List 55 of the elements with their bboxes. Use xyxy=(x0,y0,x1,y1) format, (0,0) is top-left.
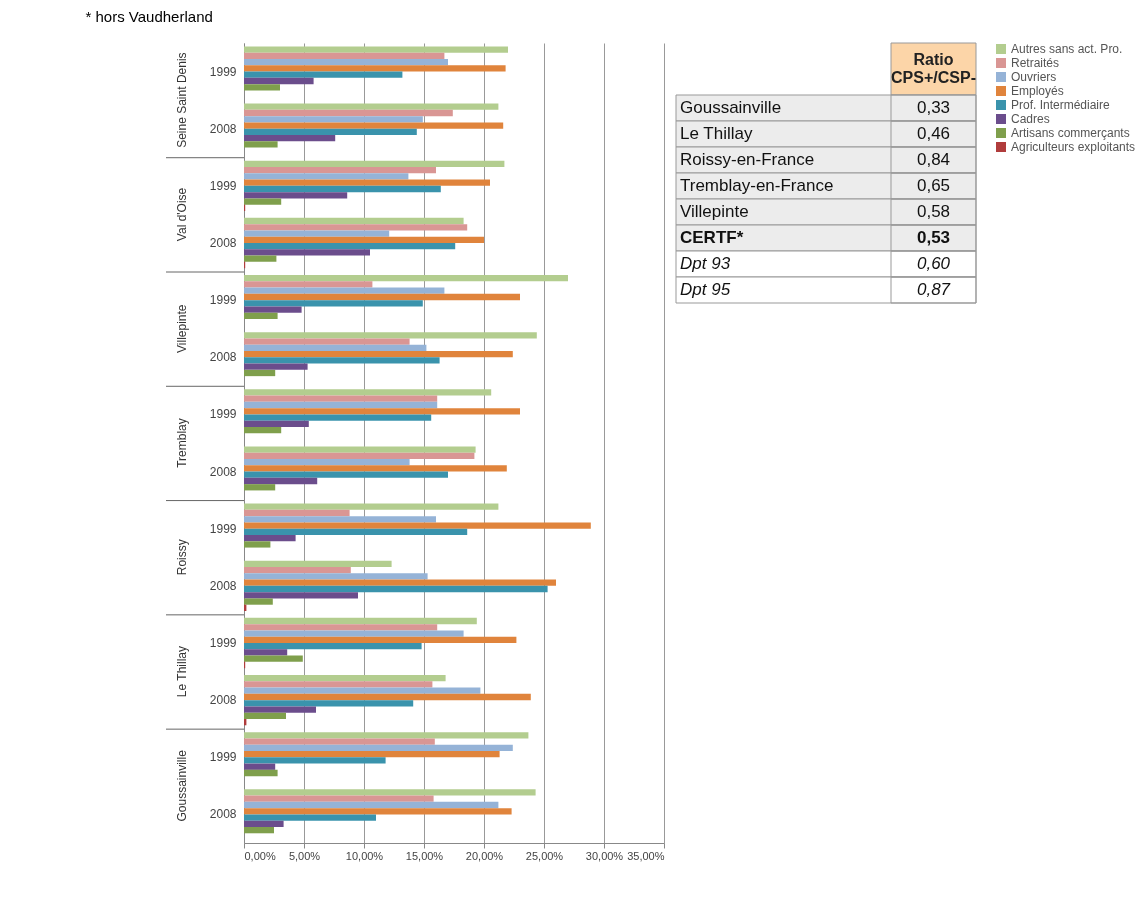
text: Le Thillay xyxy=(175,646,189,698)
x-tick-label: 35,00% xyxy=(627,849,665,862)
y-tick-label: 2008 xyxy=(209,807,237,822)
text: Ratio CPS+/CSP- xyxy=(891,51,976,86)
y-tick-label: 1999 xyxy=(209,178,237,193)
text: 0,60 xyxy=(916,254,951,273)
text: 0,65 xyxy=(916,176,951,195)
category-label: Roissy-en-France xyxy=(680,150,815,169)
text: 0,53 xyxy=(916,228,951,247)
x-tick-label: 15,00% xyxy=(405,849,444,862)
y-tick-label: 1999 xyxy=(209,407,237,422)
text: Val d'Oise xyxy=(175,187,189,242)
category-label: Dpt 93 xyxy=(680,254,731,273)
y-tick-label: 2008 xyxy=(209,350,237,365)
text: Goussainville xyxy=(175,749,189,822)
y-tick-label: 2008 xyxy=(209,236,237,250)
y-tick-label: 1999 xyxy=(209,293,237,308)
text: 0,58 xyxy=(916,202,951,221)
legend-label: Artisans commerçants xyxy=(1011,126,1130,140)
y-tick-label: 2008 xyxy=(209,121,237,136)
category-label: Le Thillay xyxy=(680,124,753,143)
text: Villepinte xyxy=(175,304,189,353)
y-tick-label: 1999 xyxy=(209,636,237,650)
x-tick-label: 25,00% xyxy=(525,849,564,862)
text: 0,33 xyxy=(916,98,951,117)
x-tick-label: 30,00% xyxy=(585,849,624,862)
y-tick-label: 2008 xyxy=(209,464,237,479)
category-label: Tremblay-en-France xyxy=(680,176,834,195)
x-tick-label: 20,00% xyxy=(465,849,504,862)
category-label: CERTF* xyxy=(680,228,744,247)
text: * hors Vaudherland xyxy=(85,8,213,25)
legend-label: Retraités xyxy=(1011,56,1060,70)
x-tick-label: 5,00% xyxy=(288,849,321,862)
legend-label: Prof. Intermédiaire xyxy=(1011,98,1111,112)
text: Seine Saint Denis xyxy=(175,52,189,148)
y-tick-label: 1999 xyxy=(209,64,237,79)
category-label: Dpt 95 xyxy=(680,280,731,299)
y-tick-label: 1999 xyxy=(209,750,237,765)
text: Tremblay xyxy=(175,418,189,468)
category-label: Villepinte xyxy=(680,202,749,221)
legend-label: Cadres xyxy=(1011,112,1050,126)
text: 0,46 xyxy=(916,124,951,143)
y-tick-label: 2008 xyxy=(209,693,237,708)
text: 0,87 xyxy=(916,280,951,299)
x-tick-label: 0,00% xyxy=(244,849,276,862)
legend-label: Autres sans act. Pro. xyxy=(1011,42,1123,56)
y-tick-label: 2008 xyxy=(209,578,237,593)
x-tick-label: 10,00% xyxy=(345,849,384,862)
legend-label: Ouvriers xyxy=(1011,70,1057,84)
text: 0,84 xyxy=(916,150,951,169)
legend-label: Employés xyxy=(1011,84,1064,98)
y-tick-label: 1999 xyxy=(209,521,237,536)
text: Roissy xyxy=(175,539,189,576)
legend-label: Agriculteurs exploitants xyxy=(1011,140,1136,154)
category-label: Goussainville xyxy=(680,98,782,117)
